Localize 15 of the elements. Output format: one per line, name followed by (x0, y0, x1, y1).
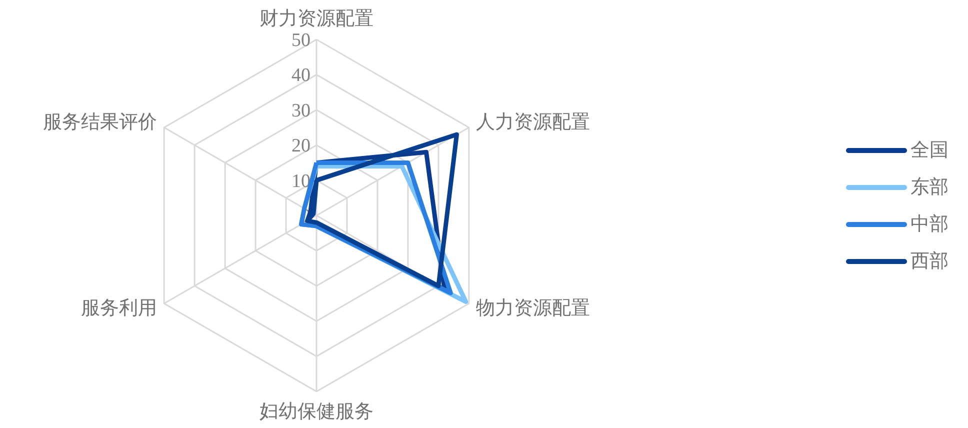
legend-label: 东部 (910, 176, 948, 198)
y-tick-label: 40 (292, 65, 310, 86)
legend-label: 中部 (910, 213, 948, 235)
spoke-label: 妇幼保健服务 (260, 402, 374, 422)
spoke-label: 财力资源配置 (260, 8, 374, 30)
spoke-label: 服务结果评价 (43, 112, 158, 133)
spoke-label: 服务利用 (81, 298, 158, 319)
legend-label: 西部 (910, 250, 948, 272)
y-tick-label: 50 (292, 30, 310, 51)
y-tick-label: 30 (292, 100, 310, 122)
y-tick-label: 10 (292, 170, 310, 192)
spoke-label: 物力资源配置 (476, 298, 590, 319)
spoke-label: 人力资源配置 (476, 112, 590, 133)
y-tick-label: 20 (292, 136, 310, 157)
legend-label: 全国 (910, 140, 948, 161)
